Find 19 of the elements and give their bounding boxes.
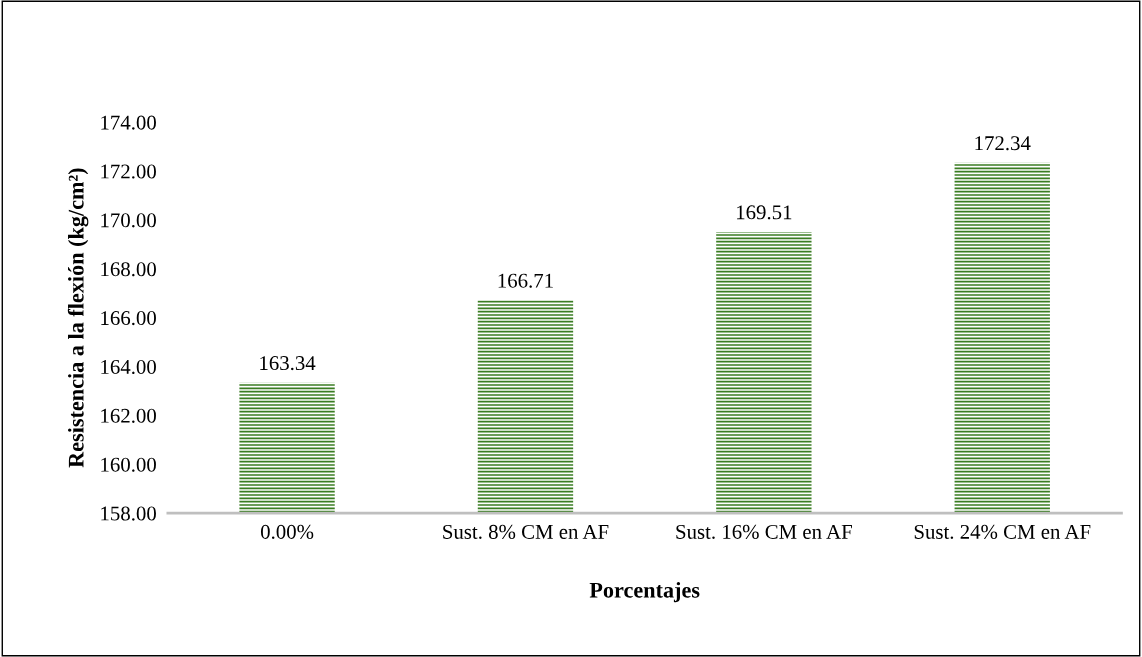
data-label: 169.51 (737, 205, 792, 220)
y-tick-label: 166.00 (101, 311, 156, 326)
y-tick-label: 170.00 (101, 213, 156, 228)
x-tick-label: Sust. 8% CM en AF (443, 524, 609, 539)
y-axis-title: Resistencia a la flexión (kg/cm²) (67, 168, 89, 468)
x-axis-title: Porcentajes (589, 582, 700, 603)
x-tick-label: Sust. 24% CM en AF (914, 524, 1091, 539)
data-label: 163.34 (260, 356, 316, 371)
data-label: 172.34 (975, 136, 1031, 151)
y-tick-label: 160.00 (101, 457, 156, 472)
y-tick-label: 164.00 (101, 359, 156, 375)
data-label: 166.71 (498, 273, 553, 288)
y-tick-label: 174.00 (101, 115, 156, 130)
y-tick-label: 168.00 (101, 262, 156, 277)
y-tick-label: 172.00 (101, 164, 156, 179)
y-tick-label: 158.00 (101, 506, 156, 521)
y-tick-label: 162.00 (101, 408, 156, 423)
x-tick-label: Sust. 16% CM en AF (676, 524, 852, 539)
x-tick-label: 0.00% (260, 524, 314, 539)
